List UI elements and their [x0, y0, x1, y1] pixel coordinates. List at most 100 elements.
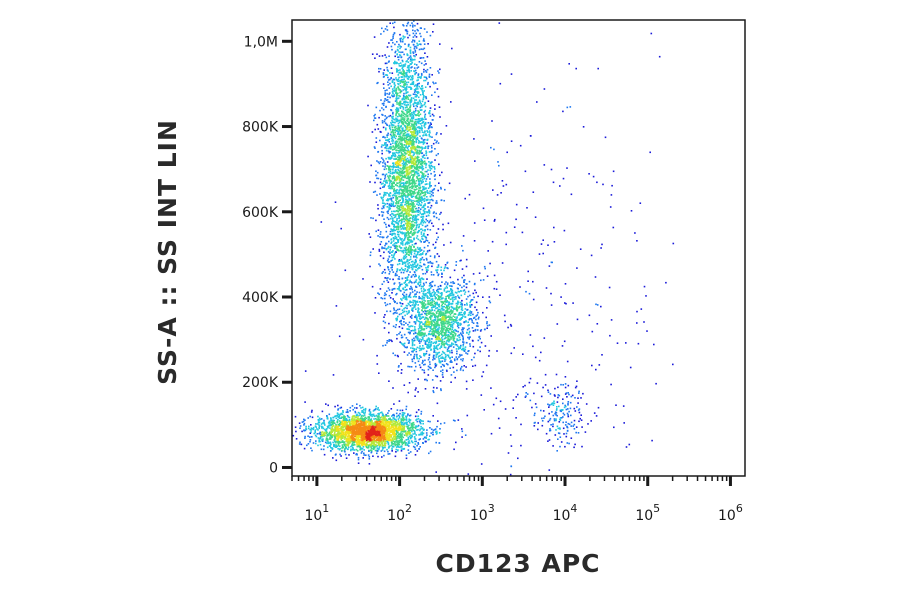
- event-dot: [408, 424, 410, 427]
- event-dot: [427, 173, 429, 176]
- event-dot: [367, 416, 370, 418]
- event-dot: [311, 436, 313, 438]
- event-dot: [338, 415, 340, 418]
- event-dot: [410, 426, 413, 428]
- event-dot: [382, 424, 384, 426]
- event-dot: [384, 432, 386, 435]
- event-dot: [425, 63, 427, 65]
- event-dot: [382, 420, 384, 422]
- event-dot: [420, 72, 423, 75]
- event-dot: [415, 254, 417, 256]
- event-dot: [384, 143, 386, 145]
- event-dot: [419, 141, 422, 144]
- event-dot: [317, 419, 320, 421]
- event-dot: [415, 226, 418, 228]
- event-dot: [407, 427, 409, 430]
- event-dot: [408, 207, 411, 210]
- event-dot: [412, 209, 414, 211]
- event-dot: [385, 432, 387, 434]
- event-dot: [389, 427, 392, 430]
- event-dot: [396, 162, 399, 164]
- event-dot: [347, 429, 350, 431]
- event-dot: [391, 340, 393, 343]
- event-dot: [373, 440, 376, 443]
- event-dot: [411, 307, 413, 310]
- event-dot: [381, 207, 383, 210]
- event-dot: [360, 448, 363, 450]
- event-dot: [345, 426, 347, 428]
- event-dot: [386, 179, 388, 182]
- event-dot: [402, 201, 404, 203]
- event-dot: [407, 442, 410, 444]
- event-dot: [419, 100, 421, 102]
- event-dot: [379, 420, 381, 422]
- event-dot: [308, 436, 311, 438]
- event-dot: [406, 71, 408, 74]
- event-dot: [408, 352, 410, 354]
- event-dot: [386, 92, 388, 95]
- event-dot: [399, 38, 401, 40]
- event-dot: [364, 438, 367, 440]
- event-dot: [360, 417, 362, 420]
- event-dot: [354, 422, 356, 425]
- event-dot: [414, 259, 417, 261]
- event-dot: [428, 166, 431, 168]
- event-dot: [347, 431, 350, 434]
- event-dot: [421, 74, 423, 76]
- event-dot: [429, 167, 431, 169]
- event-dot: [415, 275, 417, 277]
- event-dot: [367, 419, 370, 421]
- event-dot: [382, 196, 384, 199]
- event-dot: [419, 239, 422, 242]
- event-dot: [407, 232, 410, 234]
- event-dot: [417, 418, 420, 420]
- event-dot: [362, 278, 364, 280]
- event-dot: [404, 82, 407, 85]
- event-dot: [398, 416, 401, 419]
- event-dot: [420, 410, 423, 413]
- event-dot: [381, 432, 384, 435]
- event-dot: [414, 443, 417, 445]
- event-dot: [413, 85, 416, 87]
- event-dot: [419, 187, 421, 190]
- event-dot: [381, 442, 383, 444]
- event-dot: [415, 137, 418, 140]
- event-dot: [399, 341, 401, 343]
- event-dot: [341, 447, 343, 449]
- event-dot: [410, 248, 412, 250]
- event-dot: [407, 61, 410, 63]
- event-dot: [348, 434, 351, 437]
- event-dot: [440, 188, 442, 190]
- event-dot: [392, 152, 394, 154]
- event-dot: [391, 149, 394, 151]
- event-dot: [398, 427, 400, 430]
- event-dot: [392, 35, 394, 38]
- event-dot: [363, 454, 365, 456]
- event-dot: [402, 184, 404, 187]
- event-dot: [412, 138, 414, 141]
- event-dot: [340, 435, 343, 437]
- event-dot: [377, 428, 379, 431]
- event-dot: [357, 431, 360, 434]
- event-dot: [374, 444, 376, 447]
- event-dot: [294, 415, 297, 418]
- event-dot: [461, 428, 463, 430]
- event-dot: [385, 435, 387, 438]
- event-dot: [370, 429, 373, 432]
- event-dot: [413, 91, 416, 93]
- event-dot: [397, 420, 400, 422]
- event-dot: [406, 85, 408, 88]
- event-dot: [370, 444, 372, 447]
- event-dot: [434, 159, 436, 161]
- event-dot: [326, 442, 328, 445]
- event-dot: [415, 419, 417, 421]
- event-dot: [353, 415, 356, 418]
- event-dot: [377, 435, 380, 438]
- event-dot: [411, 241, 413, 243]
- event-dot: [330, 422, 332, 424]
- event-dot: [395, 436, 397, 439]
- event-dot: [417, 424, 420, 427]
- event-dot: [408, 182, 410, 184]
- event-dot: [360, 423, 363, 425]
- event-dot: [401, 147, 403, 150]
